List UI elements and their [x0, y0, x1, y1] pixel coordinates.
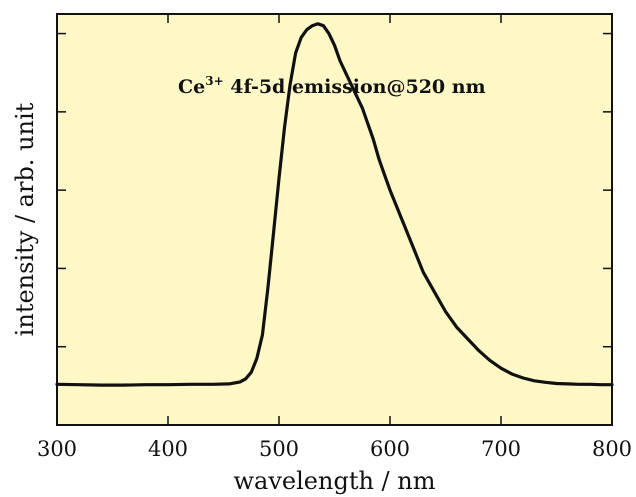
- emission-spectrum-line: [55, 22, 614, 387]
- x-tick-label: 500: [259, 437, 299, 461]
- x-tick-labels: 300 400 500 600 700 800: [37, 437, 632, 461]
- x-axis-label: wavelength / nm: [234, 467, 436, 495]
- x-tick-label: 600: [370, 437, 410, 461]
- plot-area: [57, 14, 612, 425]
- annotation-superscript: 3+: [205, 74, 223, 88]
- x-tick-label: 400: [148, 437, 188, 461]
- x-tick-label: 700: [481, 437, 521, 461]
- y-axis-label: intensity / arb. unit: [11, 102, 39, 336]
- annotation-base: Ce: [178, 76, 205, 98]
- x-tick-label: 300: [37, 437, 77, 461]
- emission-annotation: Ce3+ 4f-5d emission@520 nm: [178, 74, 486, 98]
- plot-frame: [56, 13, 613, 426]
- annotation-rest: 4f-5d emission@520 nm: [224, 76, 486, 98]
- x-tick-label: 800: [592, 437, 632, 461]
